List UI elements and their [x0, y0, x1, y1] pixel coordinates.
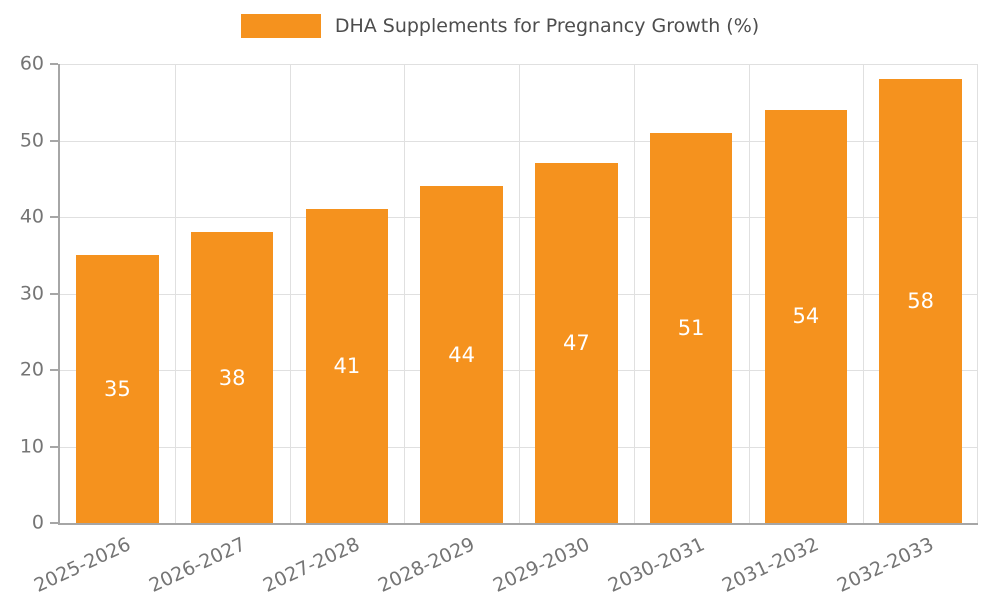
bar-value-label: 54 [792, 304, 820, 329]
gridline-v [404, 64, 406, 523]
y-tick-label: 50 [19, 129, 44, 151]
y-tick-mark [50, 522, 58, 524]
bar: 58 [879, 79, 962, 523]
y-tick-mark [50, 216, 58, 218]
bar: 54 [764, 109, 848, 523]
x-tick-label: 2025-2026 [30, 533, 134, 597]
plot-area: 0 10 20 30 40 50 60 35 38 41 44 47 51 54 58 2025-2026 20… [20, 54, 978, 597]
gridline-v [174, 64, 176, 523]
bar: 35 [76, 255, 159, 523]
x-tick-label: 2029-2030 [489, 533, 593, 597]
y-tick-mark [50, 445, 58, 448]
gridline-v [633, 64, 635, 523]
y-tick-label: 30 [19, 282, 44, 304]
y-tick-mark [50, 63, 58, 65]
gridline-v [519, 64, 520, 523]
y-tick-label: 0 [31, 511, 44, 534]
bar-value-label: 38 [218, 365, 246, 390]
y-axis [58, 64, 60, 523]
x-tick-label: 2028-2029 [374, 533, 479, 597]
bar: 38 [190, 232, 274, 523]
x-axis [58, 523, 978, 525]
y-tick-label: 10 [19, 435, 44, 457]
gridline-v [977, 64, 978, 523]
bar-value-label: 51 [677, 315, 705, 340]
bar: 44 [420, 186, 503, 523]
bar: 47 [535, 163, 618, 523]
legend-swatch [240, 14, 321, 38]
legend-label: DHA Supplements for Pregnancy Growth (%) [334, 15, 760, 37]
x-tick-label: 2026-2027 [145, 533, 249, 597]
x-tick-label: 2032-2033 [833, 533, 938, 597]
gridline-v [863, 64, 865, 523]
legend: DHA Supplements for Pregnancy Growth (%) [0, 14, 1000, 38]
y-tick-label: 20 [19, 358, 44, 381]
bar-value-label: 41 [333, 354, 361, 379]
x-tick-label: 2031-2032 [719, 533, 823, 597]
y-tick-mark [50, 292, 58, 295]
y-tick-label: 60 [19, 52, 44, 75]
gridline-v [748, 64, 750, 523]
bar: 41 [305, 209, 389, 523]
y-tick-mark [50, 139, 58, 142]
gridline-v [289, 64, 291, 523]
bar-value-label: 47 [563, 331, 590, 356]
x-tick-label: 2027-2028 [260, 533, 364, 597]
bar-value-label: 58 [907, 289, 934, 314]
y-tick-mark [50, 369, 58, 371]
x-tick-label: 2030-2031 [604, 533, 708, 597]
bar-value-label: 35 [104, 377, 131, 402]
bar: 51 [649, 132, 733, 523]
bar-value-label: 44 [448, 342, 475, 367]
y-tick-label: 40 [19, 205, 44, 228]
